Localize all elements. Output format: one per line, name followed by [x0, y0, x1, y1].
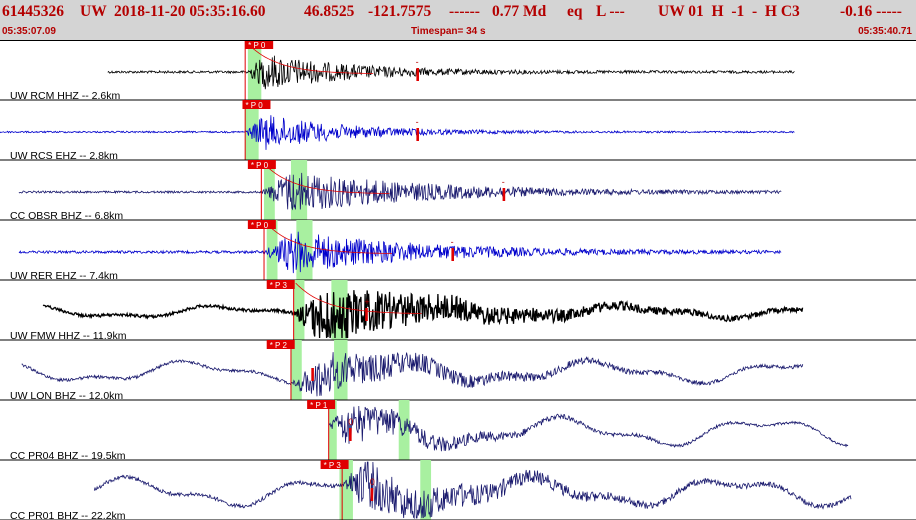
pick-box [266, 340, 295, 349]
coda-end-mark [416, 68, 419, 81]
pick-label: * P 3 [270, 281, 288, 290]
analysis-window [328, 400, 337, 460]
pick-label: * P 0 [251, 221, 269, 230]
analysis-window [266, 220, 278, 280]
waveform-trace [93, 461, 852, 520]
coda-end-mark [416, 128, 419, 141]
time-start: 05:35:07.09 [2, 26, 56, 37]
waveform-trace [18, 231, 782, 274]
event-id: 61445326 [2, 3, 64, 20]
station-label: CC PR04 BHZ -- 19.5km [10, 450, 126, 462]
event-right-value: -0.16 ----- [840, 3, 902, 20]
event-network: UW [80, 3, 107, 20]
waveform-trace [0, 115, 795, 150]
pick-box [266, 280, 295, 289]
timespan-label: Timespan= 34 s [411, 26, 486, 37]
coda-curve [263, 162, 390, 194]
event-type: eq [567, 3, 583, 20]
pick-label: * P 0 [248, 41, 266, 50]
event-header: 61445326 UW 2018-11-20 05:35:16.60 46.85… [0, 0, 916, 40]
pick-box [307, 400, 336, 409]
pick-label: * P 3 [324, 461, 342, 470]
pick-label: * P 0 [251, 161, 269, 170]
analysis-window [245, 100, 259, 160]
coda-curve [246, 42, 374, 74]
pick-box [245, 40, 274, 49]
pick-box [247, 160, 276, 169]
coda-end-mark [370, 488, 374, 501]
event-dashes: ------ [449, 3, 480, 20]
pick-box [247, 220, 276, 229]
event-summary-line: 61445326 UW 2018-11-20 05:35:16.60 46.85… [2, 3, 914, 25]
analysis-window [247, 40, 262, 100]
event-flag: L --- [596, 3, 625, 20]
coda-curve [295, 282, 422, 314]
pick-label: * P 0 [245, 101, 263, 110]
coda-end-label: 0 [348, 417, 353, 427]
pick-box [320, 460, 349, 469]
analysis-window [339, 460, 353, 520]
coda-curve [265, 222, 392, 254]
event-datetime: 2018-11-20 05:35:16.60 [114, 3, 266, 20]
coda-end-label: 0 [370, 477, 375, 487]
coda-end-mark [365, 308, 368, 321]
coda-end-label: + [364, 297, 369, 307]
analysis-window [290, 340, 302, 400]
station-label: UW LON BHZ -- 12.0km [10, 390, 123, 402]
coda-end-mark [502, 188, 506, 201]
seismogram-panel[interactable]: * P 0 - UW RCM HHZ -- 2.6km * P 0 - UW RCS EH… [0, 40, 916, 520]
station-label: UW RER EHZ -- 7.4km [10, 270, 118, 282]
station-label: CC OBSR BHZ -- 6.8km [10, 210, 123, 222]
analysis-window [334, 340, 348, 400]
event-longitude: -121.7575 [368, 3, 432, 20]
station-label: CC PR01 BHZ -- 22.2km [10, 510, 126, 520]
pick-box [242, 100, 271, 109]
analysis-window [296, 220, 313, 280]
coda-end-label: - [416, 117, 419, 127]
waveform-trace [18, 172, 782, 211]
coda-end-label: - [502, 177, 505, 187]
coda-end-label: - [416, 57, 419, 67]
station-label: UW RCS EHZ -- 2.8km [10, 150, 118, 162]
event-magnitude: 0.77 Md [492, 3, 547, 20]
waveform-trace [328, 405, 849, 452]
event-right-info: UW 01 H -1 - H C3 [658, 3, 800, 20]
coda-end-mark [451, 248, 455, 261]
event-latitude: 46.8525 [304, 3, 355, 20]
analysis-window [420, 460, 432, 520]
coda-end-mark [349, 428, 352, 441]
station-label: UW FMW HHZ -- 11.9km [10, 330, 127, 342]
station-label: UW RCM HHZ -- 2.6km [10, 90, 120, 102]
analysis-window [293, 280, 305, 340]
pick-label: * P 1 [310, 401, 328, 410]
waveform-trace [107, 55, 795, 90]
analysis-window [264, 160, 275, 220]
coda-end-mark [311, 368, 314, 381]
waveform-trace [21, 351, 804, 397]
pick-label: * P 2 [270, 341, 288, 350]
coda-end-label: - [451, 237, 454, 247]
waveform-trace [42, 290, 804, 339]
time-end: 05:35:40.71 [858, 26, 912, 37]
